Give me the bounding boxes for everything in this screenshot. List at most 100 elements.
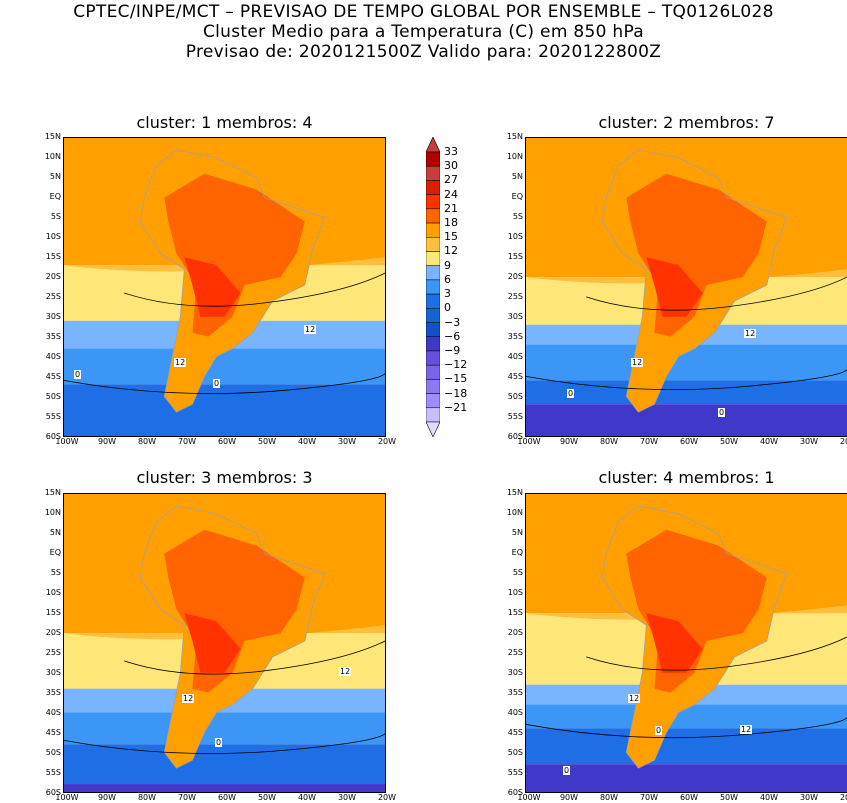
lat-tick-label: 30S (45, 668, 61, 677)
colorbar-swatch (426, 407, 440, 423)
lat-tick-label: 10S (45, 588, 61, 597)
lon-tick-label: 90W (559, 437, 579, 446)
lat-tick-label: 45S (507, 372, 523, 381)
lon-tick-label: 90W (559, 793, 579, 802)
lat-tick-label: 20S (507, 272, 523, 281)
temp-band-0-3 (64, 744, 385, 785)
panel-title-1: cluster: 1 membros: 4 (136, 113, 313, 132)
map-panel-2 (525, 137, 847, 437)
contour-label: 0 (655, 726, 663, 735)
lat-tick-label: 60S (507, 788, 523, 797)
colorbar-swatch (426, 208, 440, 224)
coastline (139, 149, 326, 413)
lat-tick-label: 35S (507, 688, 523, 697)
colorbar-label: 24 (444, 187, 458, 201)
colorbar-label: −12 (444, 358, 468, 372)
panel-title-3: cluster: 3 membros: 3 (136, 468, 313, 487)
colorbar-swatch (426, 279, 440, 295)
lon-tick-label: 80W (137, 793, 157, 802)
lat-tick-label: 25S (45, 648, 61, 657)
lon-tick-label: 20W (377, 437, 397, 446)
colorbar-bottom-arrow (426, 421, 440, 437)
map-panel-3 (63, 493, 386, 793)
contour-label: 0 (718, 408, 726, 417)
coastline (139, 505, 326, 769)
colorbar-label: 18 (444, 216, 458, 230)
lon-tick-label: 70W (177, 437, 197, 446)
lat-tick-label: 10N (506, 152, 523, 161)
lat-tick-label: 60S (45, 788, 61, 797)
colorbar-label: 21 (444, 201, 458, 215)
lon-tick-label: 100W (517, 793, 541, 802)
temp-band-0-3 (526, 728, 847, 765)
dates-line: Previsao de: 2020121500Z Valido para: 20… (185, 42, 662, 62)
lat-tick-label: EQ (511, 192, 523, 201)
contour-label: 12 (631, 358, 644, 367)
colorbar-swatch (426, 165, 440, 181)
colorbar-top-arrow (426, 137, 440, 153)
lon-tick-label: 30W (799, 793, 819, 802)
contour-label: 12 (628, 694, 641, 703)
lat-tick-label: 15N (44, 488, 61, 497)
lon-tick-label: 70W (177, 793, 197, 802)
subtitle: Cluster Medio para a Temperatura (C) em … (202, 22, 645, 42)
contour-label: 0 (215, 738, 223, 747)
lat-tick-label: 55S (507, 412, 523, 421)
lat-tick-label: 55S (45, 768, 61, 777)
lat-tick-label: 35S (507, 332, 523, 341)
lat-tick-label: 5N (49, 528, 61, 537)
lat-tick-label: 60S (507, 432, 523, 441)
temp-area-21-24 (646, 613, 703, 673)
lon-tick-label: 50W (719, 437, 739, 446)
lat-tick-label: 55S (507, 768, 523, 777)
contour-0 (526, 366, 847, 391)
colorbar-swatch (426, 322, 440, 337)
colorbar-swatch (426, 293, 440, 309)
lon-tick-label: 60W (679, 437, 699, 446)
colorbar-label: −18 (444, 386, 468, 400)
lon-tick-label: 90W (97, 793, 117, 802)
temp-band-3-6 (64, 712, 385, 745)
contour-0 (64, 730, 385, 754)
panel-title-2: cluster: 2 membros: 7 (598, 113, 775, 132)
lat-tick-label: 40S (507, 708, 523, 717)
lon-tick-label: 40W (759, 437, 779, 446)
lat-tick-label: 25S (507, 648, 523, 657)
contour-label: 12 (182, 694, 195, 703)
lat-tick-label: 60S (45, 432, 61, 441)
colorbar-swatch (426, 308, 440, 323)
colorbar-swatch (426, 222, 440, 238)
coastline (601, 505, 788, 769)
lat-tick-label: 45S (45, 728, 61, 737)
lat-tick-label: 15N (44, 132, 61, 141)
lon-tick-label: 50W (719, 793, 739, 802)
colorbar-label: 12 (444, 244, 458, 258)
colorbar (426, 137, 440, 437)
lon-tick-label: 90W (97, 437, 117, 446)
contour-label: 12 (174, 358, 187, 367)
lat-tick-label: 25S (45, 292, 61, 301)
lat-tick-label: 10N (506, 508, 523, 517)
colorbar-label: 27 (444, 173, 458, 187)
lat-tick-label: 15N (506, 132, 523, 141)
lon-tick-label: 20W (377, 793, 397, 802)
colorbar-swatch (426, 265, 440, 281)
lon-tick-label: 100W (517, 437, 541, 446)
colorbar-label: −21 (444, 400, 468, 414)
lat-tick-label: 30S (45, 312, 61, 321)
colorbar-swatch (426, 237, 440, 252)
lon-tick-label: 20W (839, 437, 847, 446)
colorbar-swatch (426, 393, 440, 409)
temp-band-neg (526, 764, 847, 792)
temp-band-0-3 (64, 384, 385, 436)
lat-tick-label: 10N (44, 152, 61, 161)
lat-tick-label: 15S (45, 608, 61, 617)
lat-tick-label: 50S (45, 748, 61, 757)
main-title: CPTEC/INPE/MCT – PREVISAO DE TEMPO GLOBA… (73, 2, 774, 22)
colorbar-label: 15 (444, 230, 458, 244)
lat-tick-label: 5S (50, 568, 61, 577)
lat-tick-label: 10S (507, 232, 523, 241)
colorbar-swatch (426, 180, 440, 195)
temp-band-3-6 (64, 348, 385, 385)
colorbar-label: 30 (444, 159, 458, 173)
